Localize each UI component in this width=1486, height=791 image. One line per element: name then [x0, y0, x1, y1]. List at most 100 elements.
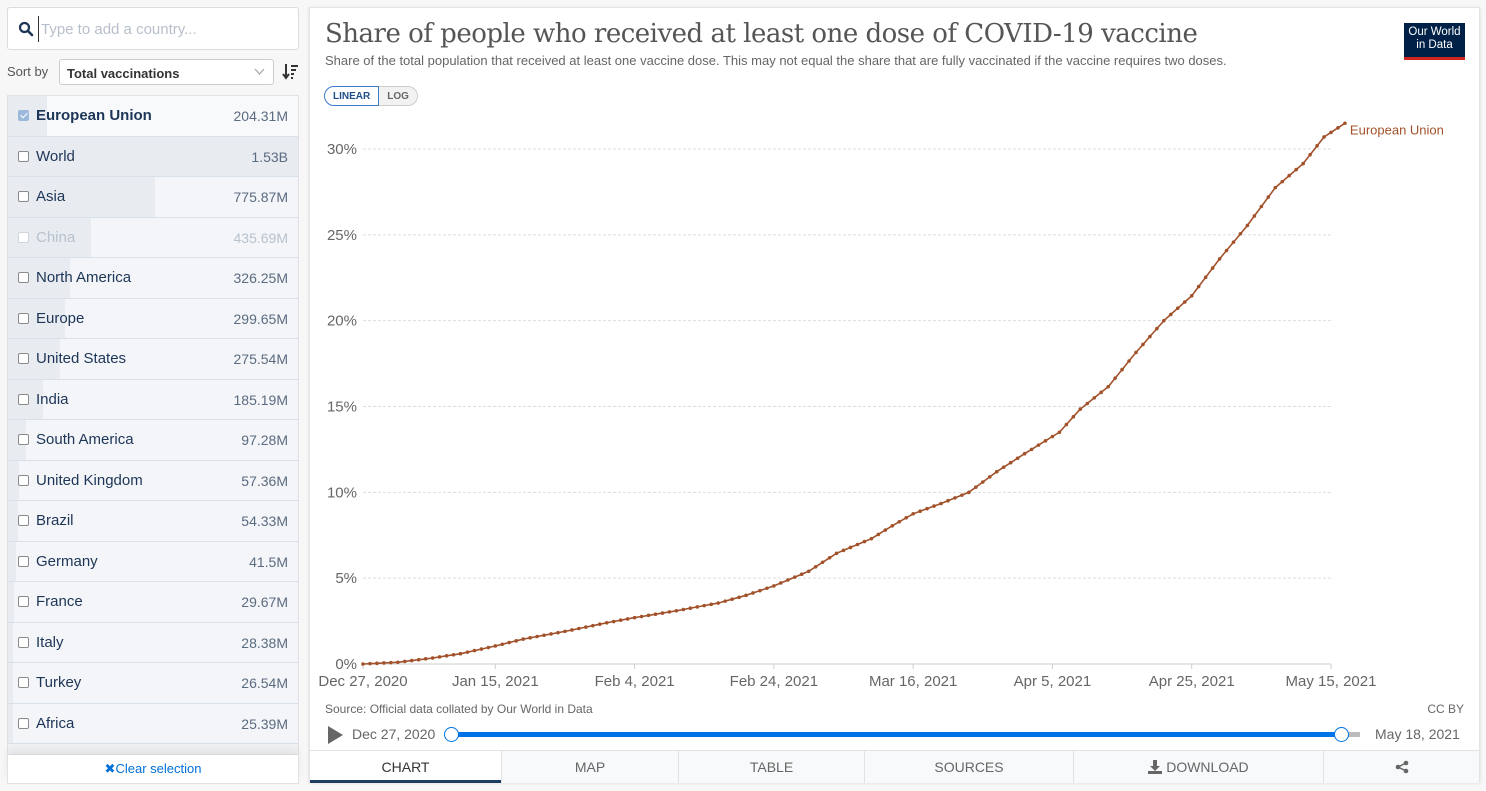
data-point	[396, 660, 400, 665]
entity-checkbox[interactable]	[18, 434, 29, 445]
data-point	[695, 605, 700, 609]
sort-order-icon[interactable]	[282, 63, 299, 80]
data-point	[493, 644, 498, 648]
data-point	[1287, 173, 1292, 178]
tab-sources[interactable]: SOURCES	[864, 751, 1073, 783]
data-point	[563, 629, 567, 634]
entity-row[interactable]: South America 97.28M	[8, 420, 298, 461]
sort-by-select[interactable]: Total vaccinations	[59, 59, 274, 85]
entity-checkbox[interactable]	[18, 474, 29, 486]
entity-row[interactable]: North America 326.25M	[8, 258, 298, 299]
data-point	[416, 657, 421, 662]
timeline-start-handle[interactable]	[444, 727, 459, 742]
data-point	[632, 615, 637, 620]
entity-value: 25.39M	[241, 715, 288, 732]
clear-selection-button[interactable]: ✖Clear selection	[7, 755, 299, 784]
x-tick-label: Apr 5, 2021	[1014, 673, 1092, 690]
view-tabs: CHART MAP TABLE SOURCES DOWNLOAD	[310, 750, 1479, 783]
entity-row[interactable]: World 1.53B	[8, 136, 298, 177]
entity-row[interactable]: Turkey 26.54M	[8, 663, 298, 704]
license-label[interactable]: CC BY	[1427, 702, 1464, 716]
data-point	[792, 575, 797, 579]
tab-table[interactable]: TABLE	[678, 751, 864, 783]
source-note[interactable]: Source: Official data collated by Our Wo…	[325, 702, 593, 716]
timeline-end-label: May 18, 2021	[1375, 726, 1460, 742]
data-point	[1162, 318, 1166, 323]
entity-checkbox[interactable]	[18, 677, 29, 688]
entity-checkbox[interactable]	[18, 717, 29, 729]
linear-scale-button[interactable]: LINEAR	[324, 86, 380, 106]
country-search-box[interactable]	[7, 7, 299, 50]
play-icon[interactable]	[328, 726, 343, 744]
entity-row[interactable]: Brazil 54.33M	[8, 501, 298, 542]
entity-checkbox[interactable]	[18, 191, 29, 202]
data-point	[806, 569, 811, 574]
country-search-input[interactable]	[38, 16, 288, 42]
entity-row[interactable]: China 435.69M	[8, 217, 298, 258]
timeline-track[interactable]	[452, 732, 1360, 737]
tab-share[interactable]	[1323, 751, 1479, 783]
log-scale-button[interactable]: LOG	[379, 86, 418, 106]
data-point	[1210, 266, 1215, 270]
entity-name: North America	[36, 269, 132, 286]
data-point	[779, 581, 783, 585]
y-tick-label: 20%	[327, 313, 357, 330]
tab-chart[interactable]: CHART	[310, 751, 501, 783]
entity-checkbox[interactable]	[18, 393, 29, 405]
entity-name: United Kingdom	[36, 471, 143, 489]
entity-value-bar	[8, 298, 65, 338]
data-point	[465, 650, 470, 654]
entity-row[interactable]: United States 275.54M	[8, 339, 298, 380]
chart-subtitle: Share of the total population that recei…	[325, 53, 1227, 68]
entity-row[interactable]: Africa 25.39M	[8, 703, 298, 744]
entity-row[interactable]: Italy 28.38M	[8, 622, 298, 663]
data-point	[1175, 306, 1180, 311]
data-point	[820, 560, 825, 565]
data-point	[1043, 439, 1048, 443]
entity-value-bar	[8, 339, 61, 379]
entity-row[interactable]: Asia 775.87M	[8, 177, 298, 218]
data-point	[1085, 401, 1090, 406]
entity-checkbox[interactable]	[18, 272, 29, 283]
entity-name: South America	[36, 431, 134, 448]
data-point	[1134, 350, 1138, 355]
data-point	[939, 501, 943, 506]
timeline-end-handle[interactable]	[1334, 727, 1349, 742]
entity-row[interactable]: France 29.67M	[8, 582, 298, 623]
data-point	[925, 506, 929, 511]
data-point	[827, 555, 832, 560]
entity-value: 97.28M	[241, 432, 288, 448]
entity-list[interactable]: European Union 204.31M World 1.53B Asia 775.8…	[7, 95, 299, 755]
entity-name: Europe	[36, 309, 85, 327]
entity-checkbox[interactable]	[18, 555, 29, 567]
data-point	[709, 602, 714, 607]
data-point	[987, 475, 992, 479]
entity-row[interactable]: Germany 41.5M	[8, 541, 298, 582]
data-point	[597, 622, 602, 627]
entity-row[interactable]: European Union 204.31M	[8, 96, 298, 137]
entity-checkbox[interactable]	[18, 231, 29, 243]
entity-row[interactable]: India 185.19M	[8, 379, 298, 420]
data-point	[1050, 434, 1055, 439]
data-point	[486, 645, 491, 650]
data-point	[786, 578, 790, 582]
entity-checkbox[interactable]	[18, 353, 29, 364]
tab-download[interactable]: DOWNLOAD	[1073, 751, 1323, 783]
tab-map[interactable]: MAP	[501, 751, 678, 783]
entity-checkbox[interactable]	[18, 515, 29, 526]
entity-checkbox[interactable]	[18, 596, 29, 607]
owid-logo[interactable]: Our World in Data	[1404, 23, 1465, 60]
entity-checkbox[interactable]	[18, 312, 29, 324]
entity-value-bar	[8, 582, 14, 622]
data-point	[967, 490, 971, 495]
data-point	[1113, 376, 1117, 380]
share-icon	[1395, 760, 1408, 774]
entity-row[interactable]: United Kingdom 57.36M	[8, 460, 298, 501]
entity-row[interactable]: Europe 299.65M	[8, 298, 298, 339]
entity-checkbox[interactable]	[18, 110, 29, 121]
data-point	[556, 630, 560, 635]
data-point	[674, 608, 679, 613]
entity-checkbox[interactable]	[18, 636, 29, 648]
entity-name: Italy	[36, 633, 64, 651]
entity-checkbox[interactable]	[18, 150, 29, 162]
